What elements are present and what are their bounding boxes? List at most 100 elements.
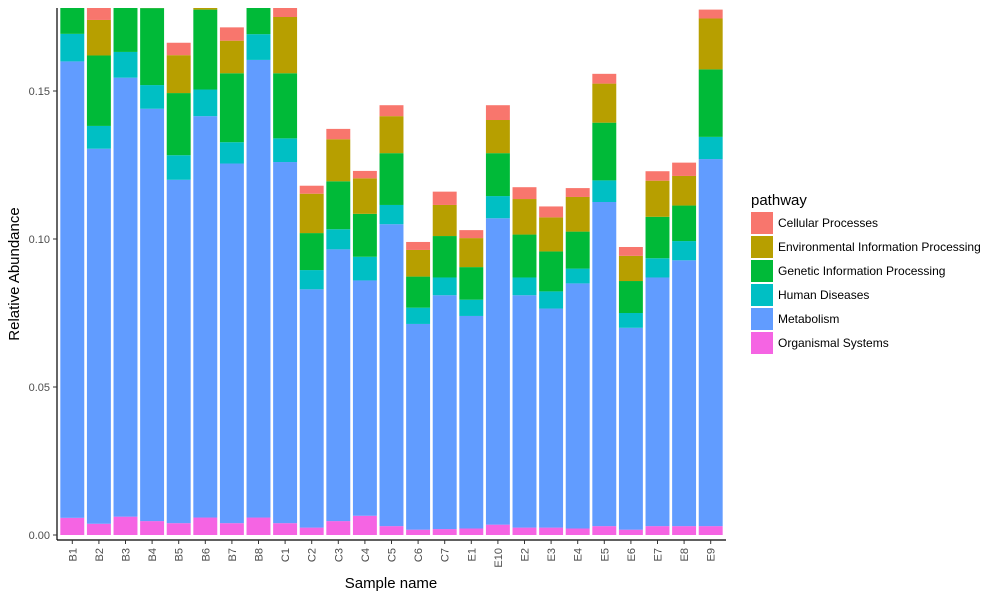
x-tick-label: B6 (200, 548, 212, 561)
x-tick-label: E2 (520, 548, 532, 561)
bar-segment-C5-genetic-information-processing (379, 153, 404, 205)
bar-segment-B3-genetic-information-processing (113, 8, 138, 52)
bar-segment-E5-cellular-processes (592, 73, 617, 84)
bar-segment-C5-cellular-processes (379, 105, 404, 117)
bar-segment-B8-metabolism (246, 59, 271, 518)
bar-segment-E7-cellular-processes (645, 171, 670, 181)
bar-segment-C4-genetic-information-processing (352, 213, 377, 257)
bar-segment-B2-metabolism (86, 148, 111, 524)
bar-segment-B1-organismal-systems (60, 517, 85, 535)
bar-segment-C2-environmental-information-processing (299, 193, 324, 234)
bar-segment-C1-cellular-processes (273, 8, 298, 18)
bar-segment-E7-organismal-systems (645, 526, 670, 535)
x-tick-label: E5 (599, 548, 611, 561)
bar-segment-B5-human-diseases (166, 155, 191, 180)
x-tick-label: E3 (546, 548, 558, 561)
bar-segment-B3-organismal-systems (113, 516, 138, 535)
bar-segment-C6-human-diseases (406, 307, 431, 324)
bar-segment-C4-environmental-information-processing (352, 178, 377, 214)
bar-segment-E10-organismal-systems (485, 524, 510, 535)
bar-segment-E6-genetic-information-processing (618, 281, 643, 313)
legend-key-organismal-systems (751, 332, 773, 354)
bar-segment-E5-human-diseases (592, 180, 617, 202)
x-tick-label: C5 (387, 548, 399, 562)
bar-segment-C6-cellular-processes (406, 241, 431, 250)
bar-segment-C3-organismal-systems (326, 521, 351, 535)
legend-key-metabolism (751, 308, 773, 330)
bar-segment-C1-genetic-information-processing (273, 73, 298, 139)
bars-group (60, 8, 723, 535)
bar-segment-E10-human-diseases (485, 196, 510, 219)
bar-segment-E2-organismal-systems (512, 527, 537, 535)
bar-segment-C1-metabolism (273, 162, 298, 524)
bar-segment-E3-cellular-processes (539, 206, 564, 218)
bar-segment-B2-genetic-information-processing (86, 55, 111, 126)
bar-segment-C4-cellular-processes (352, 170, 377, 179)
x-tick-label: C1 (280, 548, 292, 562)
bar-segment-B5-cellular-processes (166, 42, 191, 56)
bar-segment-B2-human-diseases (86, 125, 111, 149)
bar-segment-E9-environmental-information-processing (698, 18, 723, 70)
bar-segment-E3-metabolism (539, 308, 564, 528)
legend-label: Metabolism (778, 312, 839, 326)
bar-segment-E1-genetic-information-processing (459, 267, 484, 300)
bar-segment-B2-cellular-processes (86, 8, 111, 20)
bar-segment-E8-genetic-information-processing (672, 205, 697, 242)
bar-segment-E4-organismal-systems (565, 528, 590, 535)
bar-segment-C6-environmental-information-processing (406, 249, 431, 277)
bar-segment-B6-metabolism (193, 116, 218, 518)
x-tick-label: B2 (94, 548, 106, 561)
bar-segment-B8-genetic-information-processing (246, 8, 271, 35)
legend-label: Genetic Information Processing (778, 264, 945, 278)
bar-segment-E7-human-diseases (645, 258, 670, 278)
bar-segment-E6-human-diseases (618, 313, 643, 328)
legend-label: Cellular Processes (778, 216, 878, 230)
bar-segment-E5-genetic-information-processing (592, 122, 617, 181)
x-tick-label: B5 (174, 548, 186, 561)
legend-key-genetic-information-processing (751, 260, 773, 282)
bar-segment-C3-human-diseases (326, 229, 351, 250)
bar-segment-C6-organismal-systems (406, 529, 431, 535)
bar-segment-B5-organismal-systems (166, 523, 191, 535)
x-tick-label: E6 (626, 548, 638, 561)
bar-segment-C3-cellular-processes (326, 128, 351, 140)
bar-segment-B5-metabolism (166, 179, 191, 524)
bar-segment-E1-organismal-systems (459, 528, 484, 535)
bar-segment-E8-metabolism (672, 260, 697, 527)
bar-segment-C3-genetic-information-processing (326, 181, 351, 230)
bar-segment-B5-environmental-information-processing (166, 55, 191, 94)
bar-segment-E8-environmental-information-processing (672, 175, 697, 206)
bar-segment-E2-cellular-processes (512, 187, 537, 200)
bar-segment-B8-human-diseases (246, 34, 271, 60)
x-tick-label: E7 (653, 548, 665, 561)
bar-segment-E3-environmental-information-processing (539, 217, 564, 252)
bar-segment-E9-organismal-systems (698, 526, 723, 535)
bar-segment-B6-organismal-systems (193, 517, 218, 535)
bar-segment-B3-human-diseases (113, 51, 138, 78)
legend-label: Organismal Systems (778, 336, 889, 350)
bar-segment-E1-cellular-processes (459, 230, 484, 239)
legend-key-human-diseases (751, 284, 773, 306)
bar-segment-E8-organismal-systems (672, 526, 697, 535)
x-tick-label: C6 (413, 548, 425, 562)
bar-segment-E7-genetic-information-processing (645, 216, 670, 259)
bar-segment-C7-organismal-systems (432, 529, 457, 535)
bar-segment-C2-genetic-information-processing (299, 233, 324, 271)
bar-segment-E9-cellular-processes (698, 9, 723, 19)
legend: pathway Cellular Processes Environmental … (751, 192, 981, 354)
bar-segment-B2-organismal-systems (86, 523, 111, 535)
bar-segment-B6-human-diseases (193, 89, 218, 117)
bar-segment-B1-genetic-information-processing (60, 8, 85, 34)
y-tick-label: 0.05 (29, 382, 50, 394)
bar-segment-B7-metabolism (219, 163, 244, 524)
bar-segment-E3-genetic-information-processing (539, 251, 564, 292)
bar-segment-C6-genetic-information-processing (406, 276, 431, 308)
bar-segment-B4-environmental-information-processing (140, 8, 165, 9)
bar-segment-B7-environmental-information-processing (219, 40, 244, 74)
bar-segment-C2-metabolism (299, 289, 324, 528)
x-tick-label: C3 (333, 548, 345, 562)
bar-segment-C6-metabolism (406, 323, 431, 530)
bar-segment-B7-genetic-information-processing (219, 73, 244, 143)
bar-segment-E4-metabolism (565, 283, 590, 529)
bar-segment-E5-metabolism (592, 202, 617, 527)
